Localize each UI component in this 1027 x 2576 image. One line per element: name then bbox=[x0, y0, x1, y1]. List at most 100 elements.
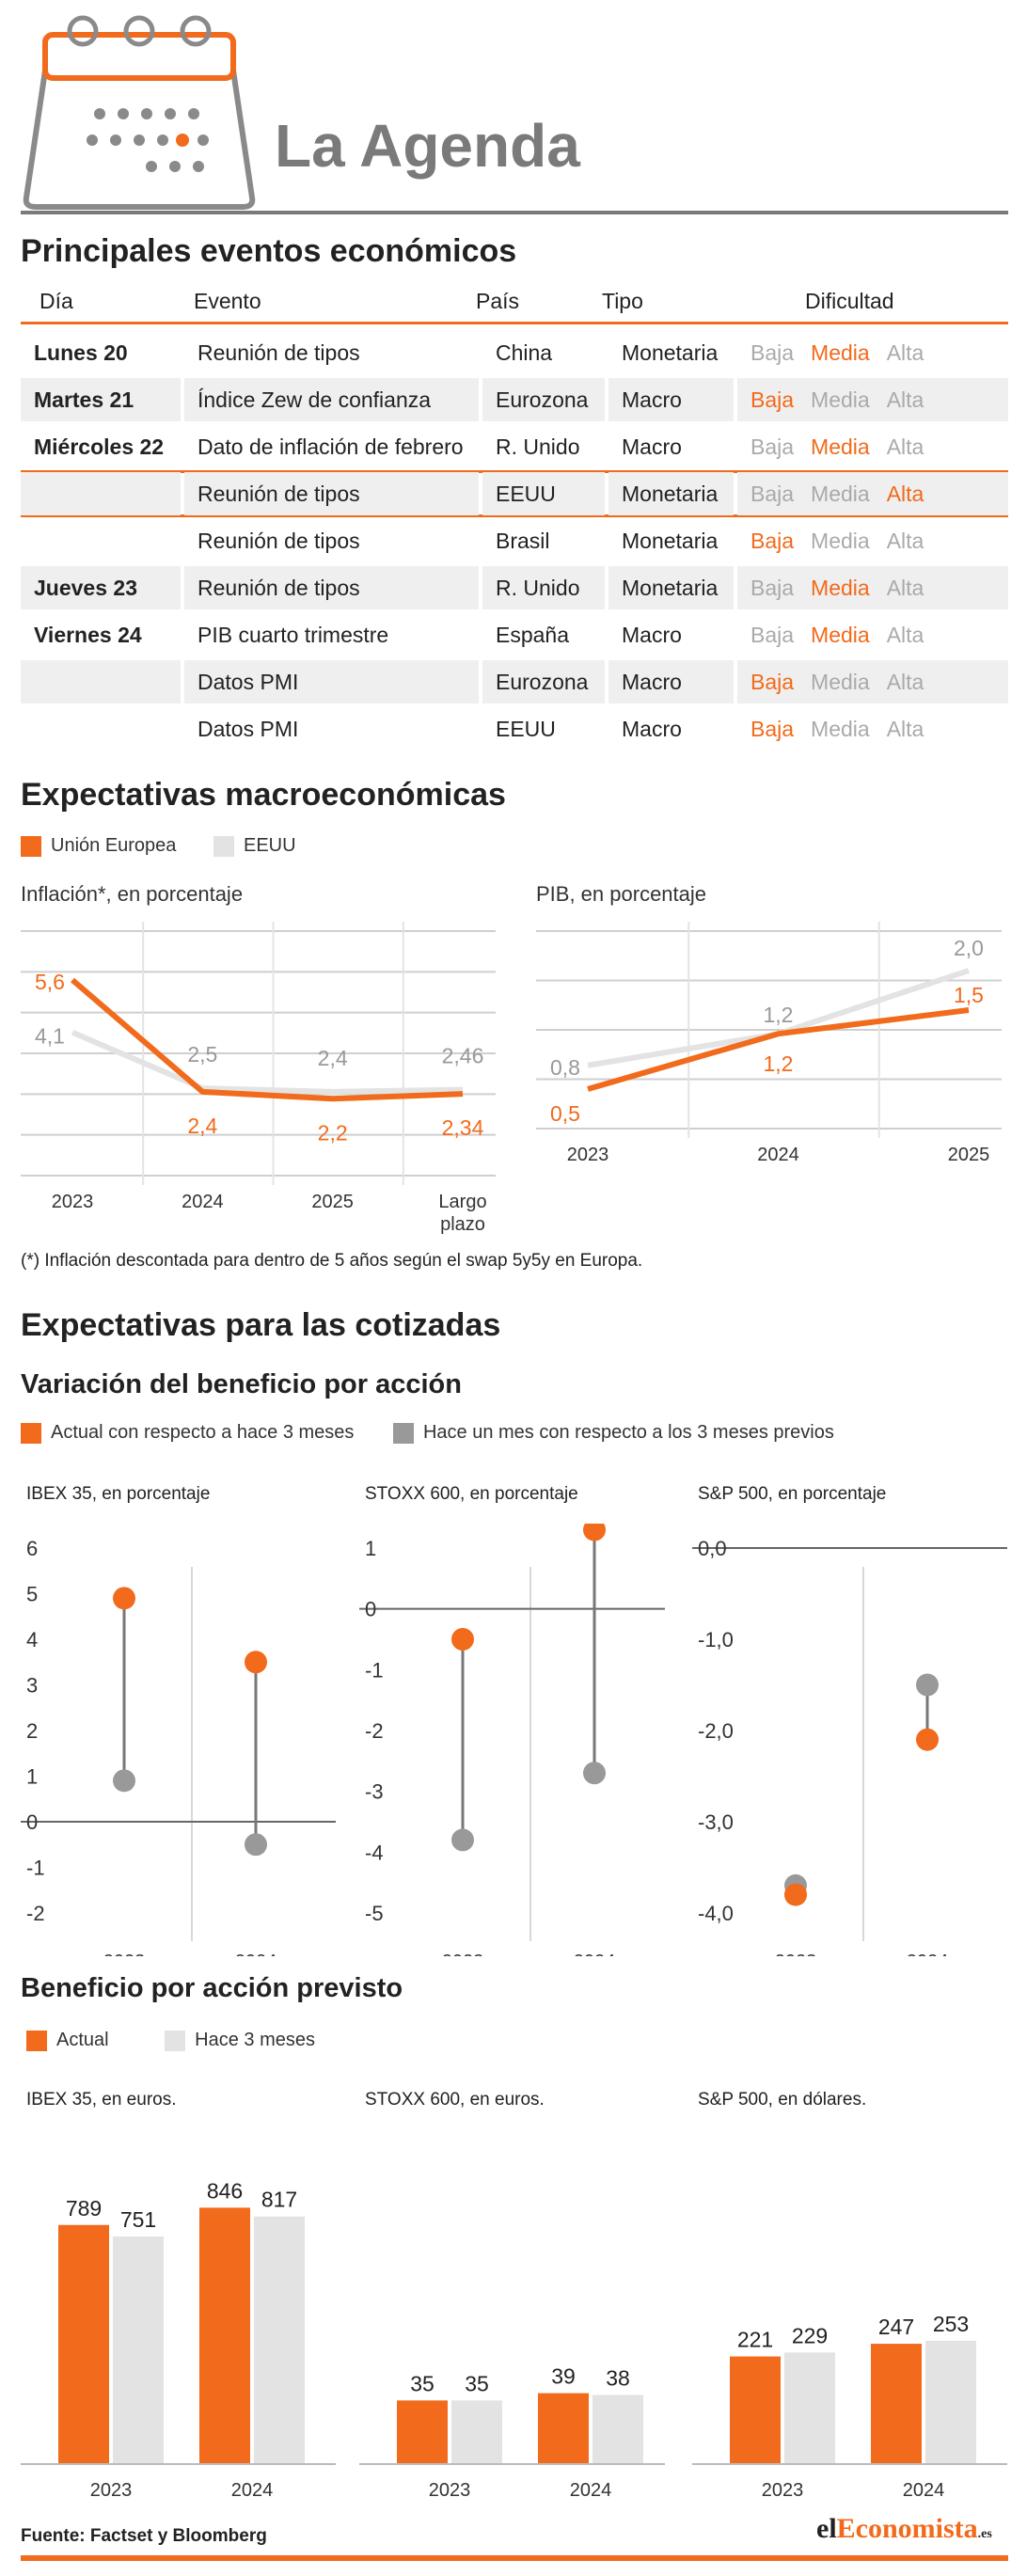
data-label: 1,2 bbox=[764, 1051, 794, 1076]
page-title: La Agenda bbox=[275, 112, 580, 180]
y-tick-label: 5 bbox=[26, 1583, 38, 1606]
y-tick-label: 1 bbox=[26, 1765, 38, 1789]
legend-swatch-forecast-actual bbox=[26, 2030, 47, 2051]
cell-event: Índice Zew de confianza bbox=[184, 378, 479, 421]
x-tick-label: 2023 bbox=[90, 2480, 133, 2501]
y-tick-label: 0 bbox=[365, 1598, 376, 1621]
cell-type: Macro bbox=[622, 717, 682, 741]
cell-day: Viernes 24 bbox=[34, 623, 142, 647]
cell-type: Macro bbox=[608, 378, 734, 421]
bar-actual bbox=[871, 2344, 922, 2464]
data-label: 2,4 bbox=[318, 1046, 348, 1070]
difficulty-baja: Baja bbox=[750, 529, 795, 553]
x-tick-label: 2024 bbox=[235, 1952, 277, 1956]
x-tick-label: 2025 bbox=[311, 1192, 354, 1212]
bar-value-label: 253 bbox=[933, 2312, 969, 2336]
point-prev bbox=[583, 1762, 606, 1785]
difficulty-alta: Alta bbox=[886, 482, 924, 506]
stocks-title: Expectativas para las cotizadas bbox=[21, 1307, 501, 1343]
data-label: 0,5 bbox=[550, 1101, 580, 1126]
bar-actual bbox=[730, 2356, 781, 2464]
legend-swatch-eeuu bbox=[213, 835, 234, 857]
difficulty-alta: Alta bbox=[886, 387, 924, 412]
difficulty-baja: Baja bbox=[750, 623, 795, 647]
point-prev bbox=[916, 1673, 939, 1697]
cell-difficulty: Baja Media Alta bbox=[737, 472, 1008, 515]
cell-type: Monetaria bbox=[608, 566, 734, 609]
y-tick-label: -1 bbox=[26, 1857, 45, 1880]
x-tick-label: 2023 bbox=[103, 1952, 146, 1956]
bar-value-label: 229 bbox=[792, 2323, 828, 2347]
difficulty-alta: Alta bbox=[886, 529, 924, 553]
cell-difficulty: Baja Media Alta bbox=[737, 613, 1008, 656]
stoxx-eps-title: STOXX 600, en euros. bbox=[365, 2090, 545, 2110]
table-row: Datos PMI Eurozona Macro Baja Media Alta bbox=[21, 660, 1008, 703]
cell-country: Eurozona bbox=[482, 660, 605, 703]
gdp-chart: 0,5 1,2 1,5 0,8 1,2 2,0 2023 2024 2025 bbox=[536, 922, 1002, 1165]
difficulty-media: Media bbox=[811, 529, 870, 553]
data-label: 0,8 bbox=[550, 1055, 580, 1080]
table-row: Reunión de tipos Brasil Monetaria Baja Media… bbox=[21, 519, 1008, 562]
difficulty-alta: Alta bbox=[886, 717, 924, 741]
bar-actual bbox=[538, 2393, 589, 2464]
x-tick-label: 2023 bbox=[442, 1952, 484, 1956]
bar-value-label: 221 bbox=[737, 2328, 773, 2352]
cell-day bbox=[21, 472, 181, 515]
x-tick-label: 2024 bbox=[907, 1952, 949, 1956]
y-tick-label: -4,0 bbox=[698, 1902, 734, 1925]
bar-value-label: 247 bbox=[878, 2315, 914, 2339]
header-rule bbox=[21, 211, 1008, 214]
y-tick-label: 0 bbox=[26, 1810, 38, 1834]
legend-label-eeuu: EEUU bbox=[244, 835, 296, 856]
legend-swatch-actual bbox=[21, 1422, 41, 1444]
series-line-eeuu bbox=[71, 1029, 464, 1095]
events-table-header: Día Evento País Tipo Dificultad bbox=[21, 277, 1008, 324]
difficulty-alta: Alta bbox=[886, 340, 924, 365]
stoxx-change-title: STOXX 600, en porcentaje bbox=[365, 1484, 578, 1504]
cell-difficulty: Baja Media Alta bbox=[737, 378, 1008, 421]
x-tick-label: 2023 bbox=[429, 2480, 471, 2501]
legend-label-forecast-actual: Actual bbox=[56, 2030, 109, 2050]
eps-change-title: Variación del beneficio por acción bbox=[21, 1369, 462, 1399]
y-tick-label: 0,0 bbox=[698, 1537, 727, 1560]
bar-actual bbox=[58, 2224, 109, 2464]
cell-event: PIB cuarto trimestre bbox=[198, 623, 389, 647]
cell-difficulty: Baja Media Alta bbox=[737, 331, 1008, 374]
ibex-eps-chart: 789 751 2023 846 817 2024 bbox=[21, 2178, 336, 2501]
legend-label-forecast-prev: Hace 3 meses bbox=[195, 2030, 315, 2050]
x-tick-label: 2023 bbox=[52, 1192, 94, 1212]
x-tick-label: 2025 bbox=[948, 1145, 990, 1165]
x-tick-label: 2024 bbox=[570, 2480, 612, 2501]
macro-legend: Unión Europea EEUU bbox=[21, 835, 296, 857]
x-tick-label: 2024 bbox=[182, 1192, 224, 1212]
x-tick-label-line: plazo bbox=[440, 1214, 485, 1235]
table-row: Jueves 23 Reunión de tipos R. Unido Monetar… bbox=[21, 566, 1008, 609]
difficulty-media: Media bbox=[811, 623, 870, 647]
gdp-chart-title: PIB, en porcentaje bbox=[536, 882, 707, 906]
y-tick-label: 6 bbox=[26, 1537, 38, 1560]
difficulty-alta: Alta bbox=[886, 576, 924, 600]
x-tick-label: 2024 bbox=[231, 2480, 274, 2501]
cell-country: R. Unido bbox=[496, 435, 580, 459]
y-tick-label: 2 bbox=[26, 1719, 38, 1743]
ibex-change-title: IBEX 35, en porcentaje bbox=[26, 1484, 211, 1504]
sp-eps-title: S&P 500, en dólares. bbox=[698, 2090, 867, 2110]
bar-actual bbox=[199, 2207, 250, 2464]
table-row: Miércoles 22 Dato de inflación de febrero… bbox=[21, 425, 1008, 468]
series-line-ue bbox=[587, 1007, 970, 1092]
inflation-chart-title: Inflación*, en porcentaje bbox=[21, 882, 244, 906]
data-label: 1,2 bbox=[764, 1003, 794, 1027]
macro-note: (*) Inflación descontada para dentro de … bbox=[21, 1251, 643, 1271]
ibex-change-chart: 6 5 4 3 2 1 0 -1 -2 2023 2024 bbox=[21, 1537, 336, 1956]
cell-country: EEUU bbox=[496, 717, 556, 741]
col-day: Día bbox=[40, 289, 73, 313]
difficulty-baja: Baja bbox=[750, 717, 795, 741]
cell-country: España bbox=[496, 623, 570, 647]
inflation-chart: 5,6 2,4 2,2 2,34 4,1 2,5 2,4 2,46 2023 2024 2025 La… bbox=[21, 922, 496, 1235]
source-note: Fuente: Factset y Bloomberg bbox=[21, 2526, 267, 2546]
y-tick-label: 3 bbox=[26, 1674, 38, 1698]
data-label: 4,1 bbox=[35, 1024, 65, 1049]
events-title: Principales eventos económicos bbox=[21, 233, 517, 269]
cell-difficulty: Baja Media Alta bbox=[737, 519, 1008, 562]
cell-day: Miércoles 22 bbox=[34, 435, 165, 459]
